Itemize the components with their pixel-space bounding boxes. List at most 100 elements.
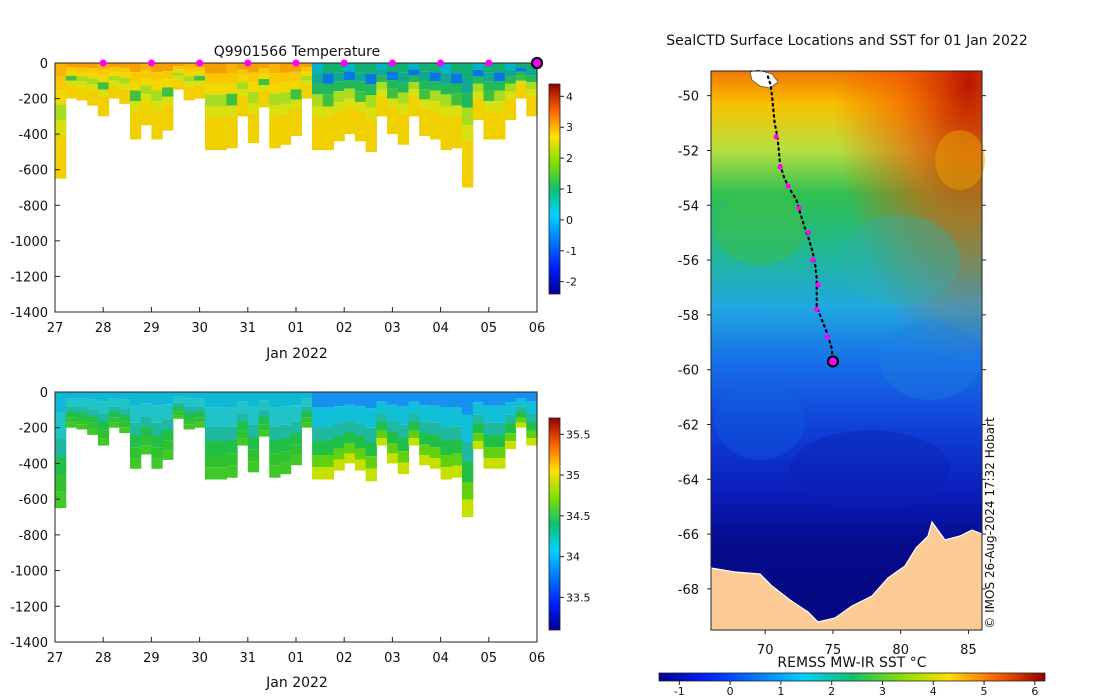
temperature-y-axis: 0 -200 -400 -600 -800 -1000 -1200 -1400	[10, 57, 60, 321]
temperature-x-tick-label-5: 01	[288, 321, 305, 336]
temperature-profile-33-band-4	[408, 89, 420, 97]
temperature-profile-1-band-5	[65, 85, 78, 99]
salinity-profile-21-band-3	[279, 438, 292, 452]
salinity-y-tick-label-1: -200	[18, 422, 48, 437]
temperature-profile-41-band-5	[494, 110, 506, 140]
salinity-profile-0-band-0	[55, 392, 67, 413]
temperature-profile-33-band-3	[408, 82, 420, 90]
temperature-y-tick-label-6: -1200	[10, 270, 48, 285]
temperature-profile-26-band-4	[333, 102, 345, 112]
temperature-profile-9-band-3	[151, 90, 163, 102]
salinity-profile-13-band-1	[194, 398, 206, 407]
salinity-profile-29-band-5	[365, 468, 377, 482]
temperature-profile-39-band-3	[472, 83, 485, 92]
salinity-profile-18-band-2	[247, 424, 260, 437]
temperature-surface-marker-3	[244, 59, 252, 67]
temperature-profile-22-band-3	[290, 89, 302, 100]
temperature-profile-14-band-4	[204, 106, 217, 118]
temperature-profile-27-band-0	[344, 63, 356, 72]
temperature-profile-19-band-0	[258, 63, 270, 69]
temperature-profile-16-band-3	[226, 93, 238, 106]
temperature-profile-5-band-5	[108, 85, 120, 99]
salinity-profile-4-band-2	[97, 413, 110, 422]
temperature-profile-30-band-5	[376, 96, 388, 117]
salinity-profile-6-band-0	[119, 392, 131, 400]
temperature-profile-39-band-2	[472, 76, 485, 84]
salinity-profile-33-band-2	[408, 413, 420, 422]
temperature-profile-32-band-0	[397, 63, 410, 73]
temperature-x-tick-label-0: 27	[47, 321, 64, 336]
temperature-x-tick-label-6: 02	[336, 321, 353, 336]
temperature-latest-marker	[530, 56, 544, 70]
temperature-profile-30-band-3	[376, 82, 388, 90]
salinity-profile-17-band-4	[237, 430, 249, 439]
temperature-profile-8-band-5	[140, 101, 152, 126]
salinity-profile-25-band-4	[322, 455, 335, 468]
temperature-profile-44-band-5	[526, 96, 538, 117]
temperature-profile-2-band-5	[76, 86, 88, 101]
temperature-profile-35-band-2	[429, 81, 442, 91]
salinity-profile-29-band-1	[365, 408, 377, 428]
temperature-profile-37-band-2	[451, 83, 463, 94]
salinity-colorbar-tick-label-1: 34	[566, 551, 580, 564]
salinity-profile-34-band-4	[419, 444, 431, 455]
temperature-profile-6-band-5	[119, 88, 131, 104]
salinity-profile-44-band-1	[526, 401, 538, 414]
temperature-profile-1-band-0	[65, 63, 78, 68]
temperature-profile-1-band-3	[65, 75, 78, 81]
temperature-profile-5-band-2	[108, 71, 120, 76]
sst-colorbar-tick-label-5: 4	[930, 685, 937, 698]
salinity-profile-15-band-1	[215, 407, 227, 427]
salinity-profile-15-band-2	[215, 427, 227, 441]
temperature-surface-marker-7	[437, 59, 445, 67]
temperature-profile-31-band-2	[387, 80, 399, 89]
salinity-profile-22-band-4	[290, 444, 302, 455]
salinity-profile-14-band-5	[204, 467, 217, 480]
salinity-profile-23-band-2	[301, 406, 313, 412]
temperature-profile-23-band-3	[301, 75, 313, 81]
sst-map-x-axis: 70 75 80 85	[757, 630, 977, 658]
salinity-x-tick-label-7: 03	[384, 651, 401, 666]
temperature-profile-16-band-0	[226, 63, 238, 74]
salinity-profile-37-band-0	[451, 392, 463, 408]
salinity-profile-13-band-3	[194, 412, 206, 418]
temperature-profile-7-band-1	[129, 72, 142, 82]
sst-map-panel: SealCTD Surface Locations and SST for 01…	[658, 33, 1046, 698]
salinity-profile-39-band-5	[472, 441, 485, 450]
sst-colorbar	[658, 672, 1046, 682]
salinity-profile-20-band-1	[269, 407, 281, 427]
temperature-profile-21-band-3	[279, 92, 292, 104]
salinity-profile-37-band-4	[451, 453, 463, 466]
temperature-profile-44-band-3	[526, 82, 538, 90]
salinity-profile-33-band-5	[408, 438, 420, 446]
surface-station-7	[814, 306, 820, 312]
temperature-profile-13-band-3	[194, 75, 206, 81]
temperature-x-tick-label-3: 30	[191, 321, 208, 336]
temperature-profile-3-band-4	[87, 84, 99, 90]
temperature-y-tick-label-3: -600	[18, 164, 48, 179]
salinity-profile-14-band-2	[204, 427, 217, 441]
temperature-profile-43-band-2	[515, 71, 527, 76]
salinity-profile-11-band-5	[172, 415, 185, 419]
salinity-profile-10-band-5	[162, 450, 174, 460]
salinity-profile-3-band-1	[87, 399, 99, 410]
temperature-profile-39-band-0	[472, 63, 485, 70]
temperature-profile-41-band-1	[494, 72, 506, 82]
temperature-profile-34-band-2	[419, 80, 431, 90]
temperature-profile-18-band-4	[247, 103, 260, 113]
temperature-profile-26-band-5	[333, 111, 345, 142]
salinity-profile-19-band-3	[258, 417, 270, 425]
salinity-profile-5-band-3	[108, 412, 120, 418]
temperature-profile-31-band-3	[387, 88, 399, 99]
salinity-profile-28-band-0	[354, 392, 367, 407]
salinity-profile-29-band-0	[365, 392, 377, 409]
salinity-y-tick-label-2: -400	[18, 457, 48, 472]
temperature-y-tick-label-1: -200	[18, 93, 48, 108]
salinity-profile-9-band-4	[151, 447, 163, 459]
salinity-profile-44-band-4	[526, 430, 538, 439]
salinity-profile-41-band-5	[494, 458, 506, 469]
temperature-profile-28-band-0	[354, 63, 367, 73]
salinity-profile-14-band-4	[204, 455, 217, 468]
salinity-profile-23-band-3	[301, 412, 313, 418]
temperature-profile-31-band-0	[387, 63, 399, 72]
